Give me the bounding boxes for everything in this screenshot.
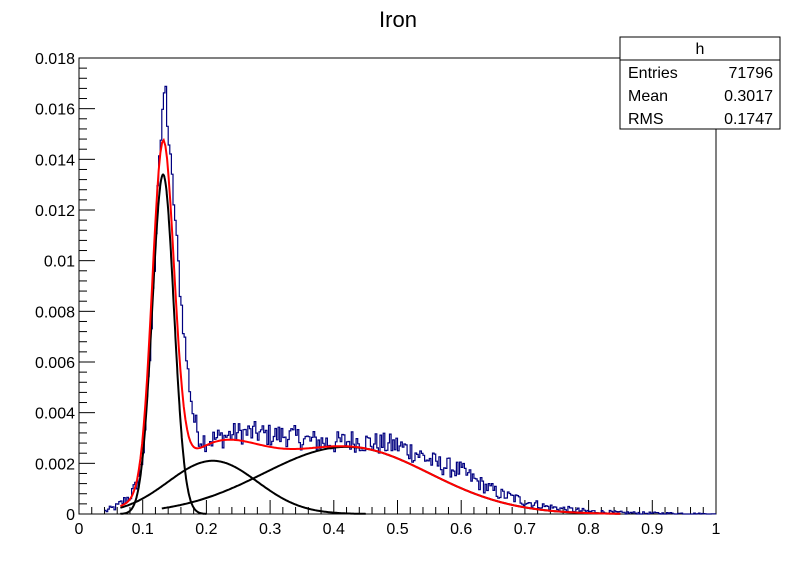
chart-title: Iron [379,7,417,32]
x-tick-label: 0.1 [132,521,154,538]
stats-label-mean: Mean [628,88,668,105]
y-tick-label: 0.018 [35,51,75,68]
stats-box-frame [619,36,781,130]
x-tick-label: 0.3 [259,521,281,538]
x-tick-label: 0.8 [577,521,599,538]
axis-tick-labels: 0 0.1 0.2 0.3 0.4 0.5 0.6 0.7 0.8 0.9 1 0 0.002 0.004… [35,51,721,538]
y-tick-label: 0 [66,507,75,524]
stats-value-mean: 0.3017 [724,88,773,105]
x-tick-label: 0.7 [514,521,536,538]
chart-marks [104,85,716,515]
total-fit-curve [120,137,621,515]
histogram-h [104,85,716,515]
x-tick-label: 1 [712,521,721,538]
x-tick-label: 0 [75,521,84,538]
y-tick-label: 0.012 [35,203,75,220]
y-tick-label: 0.014 [35,152,75,169]
axis-ticks [78,57,717,515]
x-tick-label: 0.9 [641,521,663,538]
x-tick-label: 0.5 [386,521,408,538]
x-tick-label: 0.2 [195,521,217,538]
y-tick-label: 0.016 [35,102,75,119]
stats-box-title: h [696,41,705,58]
component-1-curve [120,173,207,515]
y-tick-label: 0.006 [35,355,75,372]
stats-value-entries: 71796 [729,65,774,82]
y-tick-label: 0.008 [35,304,75,321]
x-tick-label: 0.6 [450,521,472,538]
component-2-curve [120,459,366,515]
y-tick-label: 0.004 [35,406,75,423]
x-tick-label: 0.4 [323,521,345,538]
y-tick-label: 0.002 [35,456,75,473]
stats-value-rms: 0.1747 [724,111,773,128]
stats-label-entries: Entries [628,65,678,82]
stats-box: h Entries 71796 Mean 0.3017 RMS 0.1747 [619,36,781,130]
y-tick-label: 0.01 [44,254,75,271]
stats-label-rms: RMS [628,111,664,128]
